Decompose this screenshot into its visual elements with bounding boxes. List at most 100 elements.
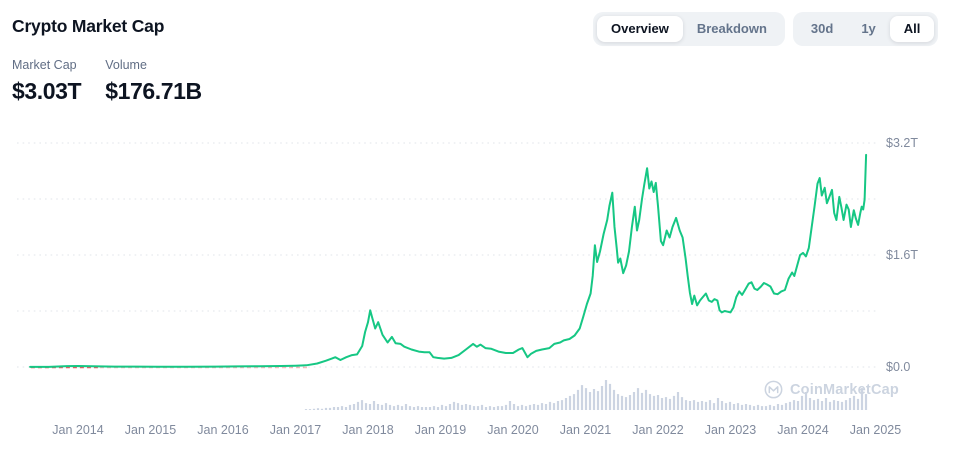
volume-bar [468,404,472,410]
volume-bar [744,404,748,410]
volume-bar [480,404,484,410]
volume-bar [344,407,348,410]
volume-bar [392,406,396,410]
volume-bar [772,406,776,410]
range-toggle: 30d 1y All [792,12,939,46]
volume-bar [316,408,320,410]
volume-bar [664,397,668,410]
volume-bar [476,406,480,410]
volume-bar [528,404,532,410]
volume-bar [336,407,340,410]
volume-bar [388,404,392,410]
volume-bar [448,404,452,410]
volume-bar [804,392,808,410]
volume-bar [696,401,700,410]
x-axis-label: Jan 2014 [52,423,104,437]
volume-bar [584,388,588,410]
volume-bar [780,404,784,410]
volume-bar [436,407,440,410]
page-title: Crypto Market Cap [12,16,165,36]
tab-overview[interactable]: Overview [597,16,683,42]
volume-bar [368,404,372,410]
volume-bar [372,401,376,410]
volume-bar [360,400,364,410]
volume-bar [580,385,584,410]
volume-bar [700,401,704,410]
market-cap-value: $3.03T [12,78,82,104]
volume-bar [692,400,696,410]
volume-bar [464,404,468,410]
volume-bar [496,406,500,410]
volume-bar [740,404,744,410]
x-axis-label: Jan 2019 [414,423,467,437]
volume-bar [568,395,572,410]
range-30d-button[interactable]: 30d [797,16,847,42]
tab-breakdown[interactable]: Breakdown [683,16,781,42]
volume-bar [504,404,508,410]
volume-bar [508,401,512,410]
volume-bar [364,403,368,410]
volume-bar [708,400,712,410]
volume-stat: Volume $176.71B [105,58,202,105]
volume-bar [616,394,620,410]
volume-bar [460,404,464,410]
volume-label: Volume [105,58,147,72]
volume-bar [800,395,804,410]
volume-bar [328,407,332,410]
volume-bar [564,398,568,410]
range-all-button[interactable]: All [889,16,935,42]
market-cap-stat: Market Cap $3.03T [12,58,82,105]
volume-bar [552,403,556,410]
volume-bar [748,404,752,410]
volume-bar [424,407,428,410]
volume-bar [652,395,656,410]
volume-bar [680,397,684,410]
volume-bar [608,383,612,410]
volume-bar [832,400,836,410]
volume-bar [540,403,544,410]
x-axis-label: Jan 2017 [269,423,322,437]
volume-bar [312,408,316,410]
chart-controls: Overview Breakdown 30d 1y All [593,12,939,46]
volume-bar [308,409,312,410]
volume-bar [600,386,604,410]
volume-bar [648,394,652,410]
volume-bar [396,404,400,410]
volume-bar [384,403,388,410]
x-axis-label: Jan 2024 [777,423,829,437]
volume-bar [764,406,768,410]
y-axis-label: $1.6T [886,248,918,262]
volume-bar [348,404,352,410]
volume-bar [612,389,616,410]
volume-bar [636,388,640,410]
volume-bar [756,404,760,410]
volume-bar [604,380,608,410]
volume-bar [404,404,408,410]
volume-bar [520,404,524,410]
y-axis-label: $3.2T [886,136,918,150]
market-cap-label: Market Cap [12,58,77,72]
volume-bar [524,406,528,410]
volume-bar [864,394,868,410]
volume-bar [320,408,324,410]
volume-bar [736,403,740,410]
range-1y-button[interactable]: 1y [847,16,889,42]
market-stats: Market Cap $3.03T Volume $176.71B [12,58,202,105]
volume-bar [516,406,520,410]
x-axis-label: Jan 2016 [197,423,249,437]
volume-bar [492,407,496,410]
volume-bar [544,404,548,410]
volume-bar [324,407,328,410]
volume-bar [656,395,660,410]
volume-bar [824,398,828,410]
volume-bar [856,398,860,410]
volume-bar [440,404,444,410]
volume-bar [788,401,792,410]
volume-bar [456,403,460,410]
volume-bar [760,406,764,410]
volume-bar [340,406,344,410]
volume-bar [444,406,448,410]
view-toggle: Overview Breakdown [593,12,785,46]
